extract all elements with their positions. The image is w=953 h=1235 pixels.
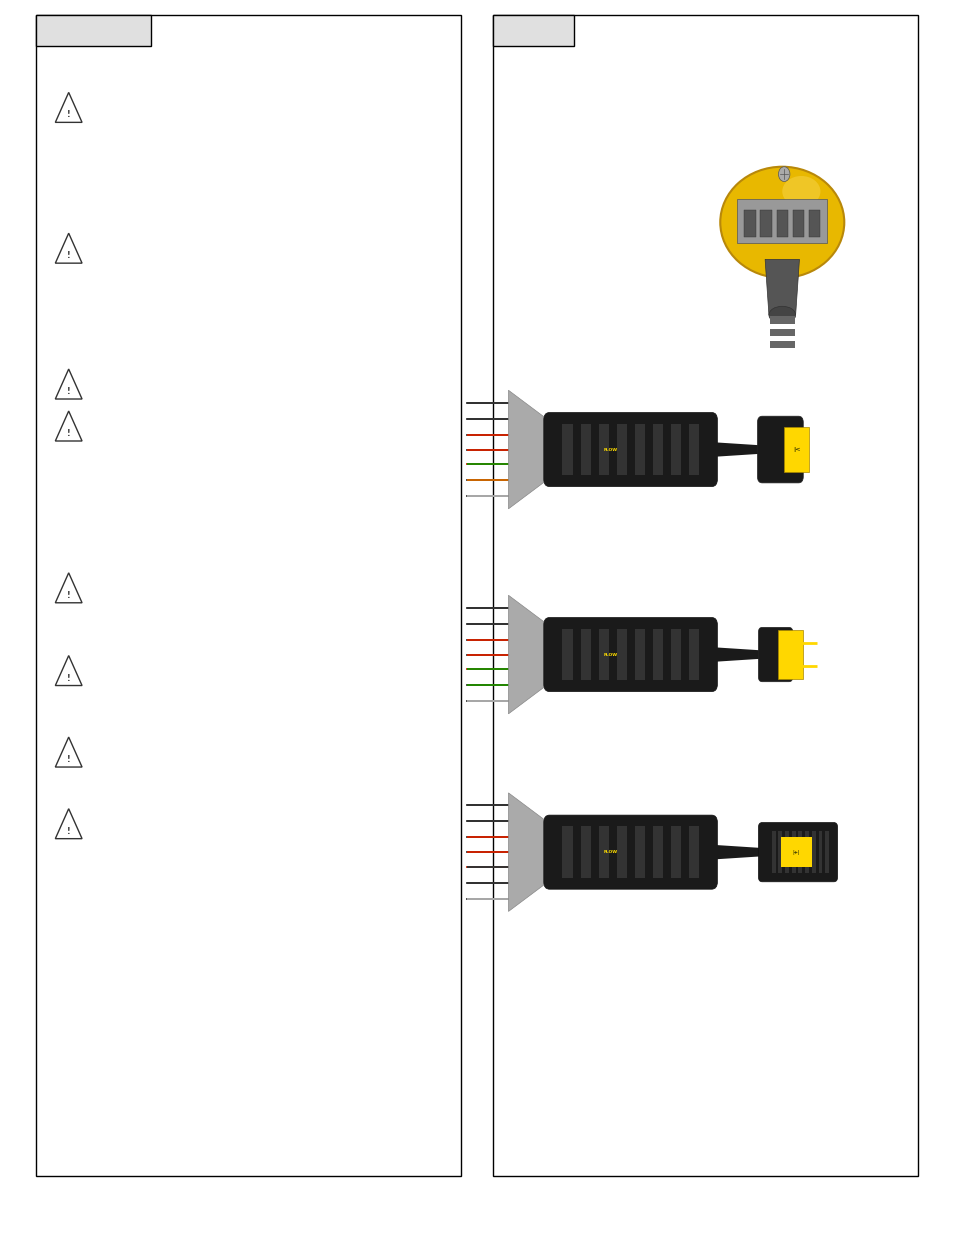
FancyBboxPatch shape bbox=[758, 627, 792, 682]
Ellipse shape bbox=[720, 167, 843, 278]
FancyBboxPatch shape bbox=[781, 837, 811, 867]
FancyBboxPatch shape bbox=[824, 831, 828, 873]
FancyBboxPatch shape bbox=[543, 618, 717, 692]
Polygon shape bbox=[55, 656, 82, 685]
FancyBboxPatch shape bbox=[170, 33, 317, 56]
FancyBboxPatch shape bbox=[562, 629, 572, 680]
FancyBboxPatch shape bbox=[580, 826, 590, 878]
FancyBboxPatch shape bbox=[598, 424, 608, 475]
Ellipse shape bbox=[781, 175, 820, 206]
FancyBboxPatch shape bbox=[634, 424, 644, 475]
Text: FLOW: FLOW bbox=[603, 447, 618, 452]
FancyBboxPatch shape bbox=[760, 210, 771, 237]
FancyBboxPatch shape bbox=[598, 629, 608, 680]
FancyBboxPatch shape bbox=[804, 831, 808, 873]
Polygon shape bbox=[711, 647, 768, 662]
FancyBboxPatch shape bbox=[778, 831, 781, 873]
FancyBboxPatch shape bbox=[598, 826, 608, 878]
Polygon shape bbox=[764, 259, 799, 315]
FancyBboxPatch shape bbox=[493, 15, 917, 1176]
Polygon shape bbox=[711, 442, 768, 457]
FancyBboxPatch shape bbox=[580, 424, 590, 475]
FancyBboxPatch shape bbox=[493, 15, 574, 46]
FancyBboxPatch shape bbox=[616, 424, 626, 475]
Text: |+|: |+| bbox=[792, 850, 800, 855]
FancyBboxPatch shape bbox=[769, 316, 794, 324]
FancyBboxPatch shape bbox=[670, 826, 679, 878]
FancyBboxPatch shape bbox=[771, 831, 775, 873]
FancyBboxPatch shape bbox=[670, 424, 679, 475]
Text: !: ! bbox=[67, 251, 71, 261]
FancyBboxPatch shape bbox=[791, 831, 795, 873]
Circle shape bbox=[778, 167, 789, 182]
FancyBboxPatch shape bbox=[737, 199, 826, 243]
FancyBboxPatch shape bbox=[543, 815, 717, 889]
Ellipse shape bbox=[768, 306, 795, 324]
Polygon shape bbox=[508, 595, 551, 714]
FancyBboxPatch shape bbox=[652, 424, 662, 475]
FancyBboxPatch shape bbox=[758, 823, 837, 882]
FancyBboxPatch shape bbox=[616, 629, 626, 680]
FancyBboxPatch shape bbox=[634, 629, 644, 680]
Polygon shape bbox=[55, 411, 82, 441]
FancyBboxPatch shape bbox=[634, 826, 644, 878]
Text: !: ! bbox=[67, 387, 71, 396]
FancyBboxPatch shape bbox=[670, 629, 679, 680]
FancyBboxPatch shape bbox=[562, 424, 572, 475]
FancyBboxPatch shape bbox=[36, 15, 460, 1176]
Polygon shape bbox=[55, 737, 82, 767]
Text: FLOW: FLOW bbox=[603, 652, 618, 657]
FancyBboxPatch shape bbox=[769, 341, 794, 348]
Text: !: ! bbox=[67, 429, 71, 438]
FancyBboxPatch shape bbox=[808, 210, 820, 237]
FancyBboxPatch shape bbox=[580, 629, 590, 680]
Polygon shape bbox=[55, 93, 82, 122]
FancyBboxPatch shape bbox=[688, 629, 698, 680]
FancyBboxPatch shape bbox=[652, 629, 662, 680]
FancyBboxPatch shape bbox=[616, 826, 626, 878]
Polygon shape bbox=[55, 369, 82, 399]
Text: |<: |< bbox=[792, 447, 800, 452]
Text: !: ! bbox=[67, 590, 71, 600]
Polygon shape bbox=[508, 793, 551, 911]
FancyBboxPatch shape bbox=[769, 329, 794, 336]
FancyBboxPatch shape bbox=[776, 210, 787, 237]
Text: !: ! bbox=[67, 110, 71, 120]
Text: !: ! bbox=[67, 755, 71, 764]
FancyBboxPatch shape bbox=[757, 416, 802, 483]
FancyBboxPatch shape bbox=[783, 427, 808, 472]
FancyBboxPatch shape bbox=[798, 831, 801, 873]
Polygon shape bbox=[55, 573, 82, 603]
FancyBboxPatch shape bbox=[784, 831, 788, 873]
Text: FLOW: FLOW bbox=[603, 850, 618, 855]
FancyBboxPatch shape bbox=[778, 630, 802, 679]
FancyBboxPatch shape bbox=[805, 33, 917, 56]
FancyBboxPatch shape bbox=[688, 424, 698, 475]
FancyBboxPatch shape bbox=[36, 15, 151, 46]
FancyBboxPatch shape bbox=[811, 831, 815, 873]
FancyBboxPatch shape bbox=[652, 826, 662, 878]
FancyBboxPatch shape bbox=[688, 826, 698, 878]
FancyBboxPatch shape bbox=[543, 412, 717, 487]
Polygon shape bbox=[55, 233, 82, 263]
Polygon shape bbox=[55, 809, 82, 839]
FancyBboxPatch shape bbox=[818, 831, 821, 873]
Text: !: ! bbox=[67, 673, 71, 683]
Polygon shape bbox=[508, 390, 551, 509]
Polygon shape bbox=[711, 845, 768, 860]
FancyBboxPatch shape bbox=[792, 210, 803, 237]
FancyBboxPatch shape bbox=[743, 210, 755, 237]
Text: !: ! bbox=[67, 826, 71, 836]
FancyBboxPatch shape bbox=[562, 826, 572, 878]
